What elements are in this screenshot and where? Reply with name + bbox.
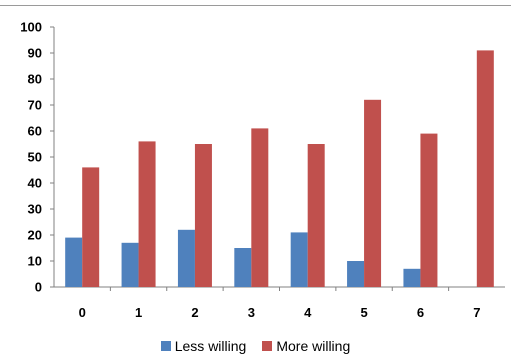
y-tick-label: 60 — [28, 124, 42, 139]
y-axis-ticks: 0 10 20 30 40 50 60 70 80 90 100 — [20, 20, 54, 295]
bar-more-willing — [251, 128, 269, 287]
bar-less-willing — [121, 242, 139, 287]
bar-less-willing — [403, 268, 421, 287]
legend: Less willing More willing — [0, 338, 511, 354]
bar-more-willing — [476, 50, 494, 288]
x-tick-label: 0 — [79, 305, 86, 320]
x-tick-label: 1 — [135, 305, 142, 320]
bar-more-willing — [364, 99, 382, 287]
y-tick-label: 100 — [20, 20, 42, 35]
x-tick-label: 7 — [473, 305, 480, 320]
y-tick-label: 10 — [28, 254, 42, 269]
legend-swatch-more-willing — [262, 341, 273, 351]
x-tick-label: 6 — [417, 305, 424, 320]
x-tick-label: 3 — [248, 305, 255, 320]
legend-item-less-willing: Less willing — [160, 338, 247, 354]
y-tick-label: 30 — [28, 202, 42, 217]
bar-more-willing — [194, 144, 212, 287]
bar-less-willing — [177, 229, 195, 287]
y-tick-label: 0 — [35, 280, 42, 295]
bar-more-willing — [307, 144, 325, 287]
legend-label-less-willing: Less willing — [174, 338, 247, 354]
legend-swatch-less-willing — [160, 341, 171, 351]
y-tick-label: 40 — [28, 176, 42, 191]
bar-more-willing — [82, 167, 100, 287]
bar-more-willing — [420, 133, 438, 287]
bar-chart: 0 10 20 30 40 50 60 70 80 90 100 0 1 2 3 4 5 6 7 — [20, 20, 505, 320]
bars — [65, 50, 494, 288]
x-tick-label: 2 — [191, 305, 198, 320]
bar-more-willing — [138, 141, 156, 287]
y-tick-label: 90 — [28, 46, 42, 61]
bar-less-willing — [347, 261, 365, 287]
top-border-line — [0, 5, 511, 6]
bar-less-willing — [290, 232, 308, 287]
x-axis-ticks: 0 1 2 3 4 5 6 7 — [79, 287, 480, 320]
y-tick-label: 20 — [28, 228, 42, 243]
x-tick-label: 5 — [360, 305, 367, 320]
bar-less-willing — [234, 248, 252, 287]
x-tick-label: 4 — [304, 305, 312, 320]
y-tick-label: 70 — [28, 98, 42, 113]
legend-label-more-willing: More willing — [276, 338, 351, 354]
y-tick-label: 80 — [28, 72, 42, 87]
bar-less-willing — [65, 237, 83, 287]
y-tick-label: 50 — [28, 150, 42, 165]
legend-item-more-willing: More willing — [262, 338, 350, 354]
